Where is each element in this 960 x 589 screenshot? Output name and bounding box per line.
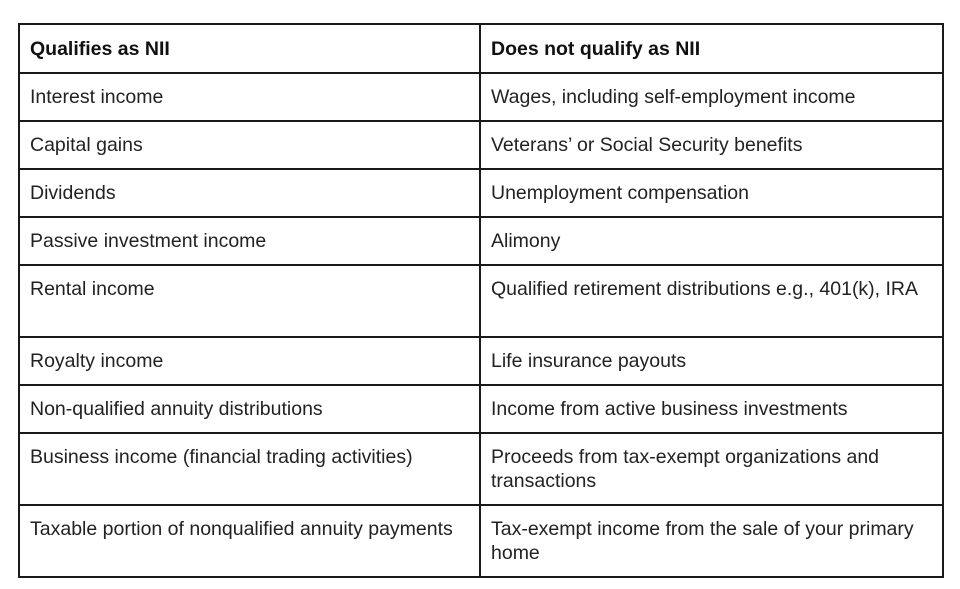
not-qualifies-cell: Life insurance payouts xyxy=(479,336,944,386)
table-row: Capital gains Veterans’ or Social Securi… xyxy=(18,120,944,170)
not-qualifies-cell: Alimony xyxy=(479,216,944,266)
qualifies-cell: Non-qualified annuity distributions xyxy=(18,384,481,434)
not-qualifies-cell: Unemployment compensation xyxy=(479,168,944,218)
nii-comparison-table: Qualifies as NII Does not qualify as NII… xyxy=(18,23,944,578)
qualifies-cell: Taxable portion of nonqualified annuity … xyxy=(18,504,481,578)
not-qualifies-cell: Proceeds from tax-exempt organizations a… xyxy=(479,432,944,506)
table-row: Business income (financial trading activ… xyxy=(18,432,944,506)
qualifies-cell: Capital gains xyxy=(18,120,481,170)
table-row: Taxable portion of nonqualified annuity … xyxy=(18,504,944,578)
qualifies-cell: Royalty income xyxy=(18,336,481,386)
table-row: Passive investment income Alimony xyxy=(18,216,944,266)
table-row: Royalty income Life insurance payouts xyxy=(18,336,944,386)
header-does-not-qualify: Does not qualify as NII xyxy=(479,23,944,74)
table-row: Interest income Wages, including self-em… xyxy=(18,72,944,122)
table-header-row: Qualifies as NII Does not qualify as NII xyxy=(18,23,944,74)
qualifies-cell: Interest income xyxy=(18,72,481,122)
qualifies-cell: Rental income xyxy=(18,264,481,338)
not-qualifies-cell: Veterans’ or Social Security benefits xyxy=(479,120,944,170)
not-qualifies-cell: Qualified retirement distributions e.g.,… xyxy=(479,264,944,338)
header-qualifies: Qualifies as NII xyxy=(18,23,481,74)
table-row: Non-qualified annuity distributions Inco… xyxy=(18,384,944,434)
table-row: Dividends Unemployment compensation xyxy=(18,168,944,218)
table-row: Rental income Qualified retirement distr… xyxy=(18,264,944,338)
qualifies-cell: Business income (financial trading activ… xyxy=(18,432,481,506)
qualifies-cell: Passive investment income xyxy=(18,216,481,266)
not-qualifies-cell: Income from active business investments xyxy=(479,384,944,434)
not-qualifies-cell: Tax-exempt income from the sale of your … xyxy=(479,504,944,578)
not-qualifies-cell: Wages, including self-employment income xyxy=(479,72,944,122)
qualifies-cell: Dividends xyxy=(18,168,481,218)
